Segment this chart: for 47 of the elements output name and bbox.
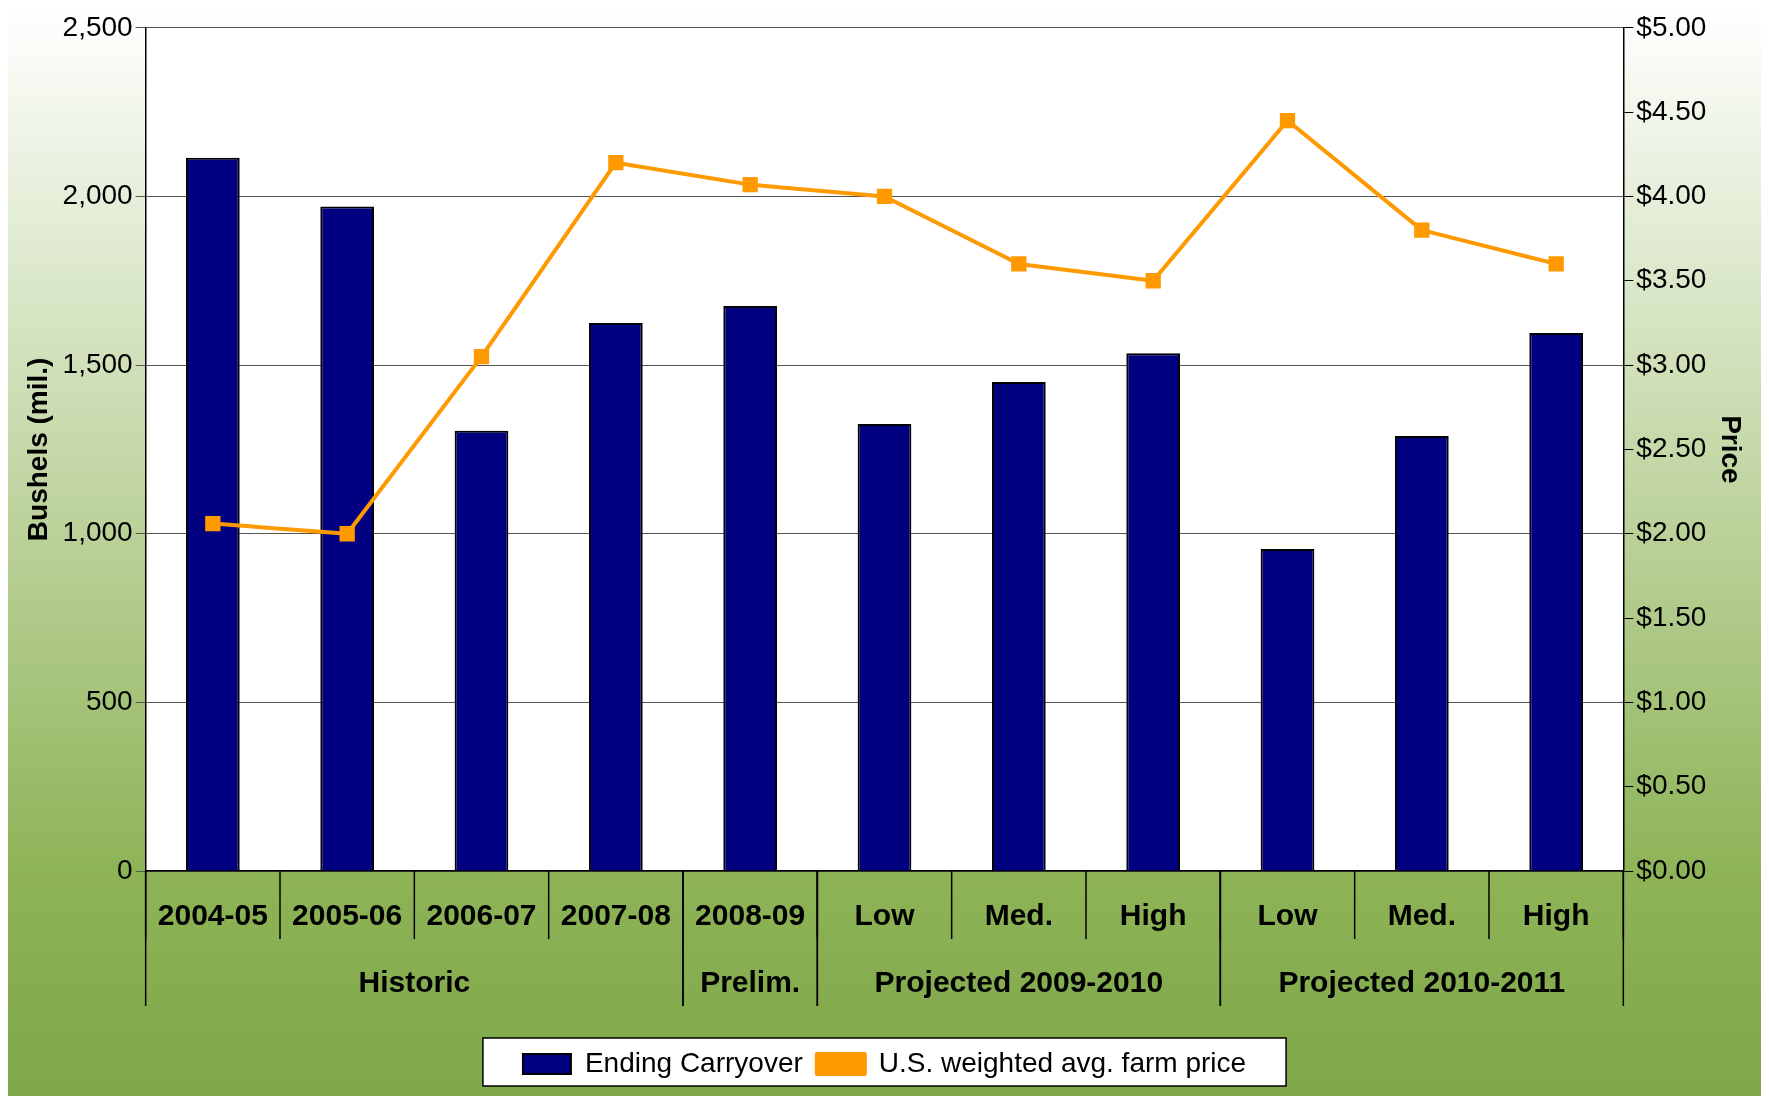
text: Prelim.: [700, 965, 801, 999]
text: Historic: [358, 965, 471, 999]
x-tick-label: Low: [1257, 898, 1319, 932]
x-tick-label: 2007-08: [560, 898, 671, 932]
y-tick-label: 1,000: [62, 516, 133, 548]
x-tick-label: Med.: [1387, 898, 1456, 932]
y2-tick-label: $5.00: [1636, 10, 1707, 42]
y2-tick-label: $3.50: [1636, 263, 1707, 295]
point: [1414, 222, 1430, 238]
y-tick-label: 0: [117, 853, 133, 885]
point: [608, 155, 624, 171]
x-tick-label: 2006-07: [426, 898, 537, 932]
y-tick-label: 500: [85, 685, 133, 717]
x-tick-label: Med.: [984, 898, 1053, 932]
y2-tick-label: $3.00: [1636, 347, 1707, 379]
x-tick-label: 2004-05: [157, 898, 268, 932]
y-tick-label: 1,500: [62, 347, 133, 379]
y2-axis-title: Price: [1716, 415, 1748, 484]
y2-tick-label: $4.50: [1636, 94, 1707, 126]
point: [339, 526, 355, 542]
point: [473, 348, 490, 365]
x-tick-label: High: [1522, 898, 1590, 932]
text: Projected 2010-2011: [1278, 965, 1566, 999]
point: [1011, 256, 1027, 272]
point: [742, 176, 758, 193]
point: [205, 515, 221, 532]
y-tick-label: 2,500: [62, 10, 133, 42]
y-tick-label: 2,000: [62, 179, 133, 211]
y2-tick-label: $2.50: [1636, 432, 1707, 464]
point: [876, 188, 893, 205]
y-axis-title: Bushels (mil.): [21, 357, 53, 542]
x-tick-label: High: [1119, 898, 1187, 932]
text: Projected 2009-2010: [874, 965, 1164, 999]
point: [1279, 112, 1296, 129]
legend-label: U.S. weighted avg. farm price: [878, 1046, 1247, 1078]
x-tick-label: 2005-06: [292, 898, 403, 932]
point: [1145, 273, 1161, 289]
x-tick-label: 2008-09: [695, 898, 806, 932]
y2-tick-label: $4.00: [1636, 179, 1707, 211]
y2-tick-label: $0.50: [1636, 769, 1707, 801]
y2-tick-label: $0.00: [1636, 853, 1707, 885]
y2-tick-label: $2.00: [1636, 516, 1707, 548]
y2-tick-label: $1.50: [1636, 600, 1707, 632]
x-tick-label: Low: [854, 898, 916, 932]
legend-label: Ending Carryover: [584, 1046, 803, 1078]
y2-tick-label: $1.00: [1636, 685, 1707, 717]
point: [1548, 256, 1564, 272]
